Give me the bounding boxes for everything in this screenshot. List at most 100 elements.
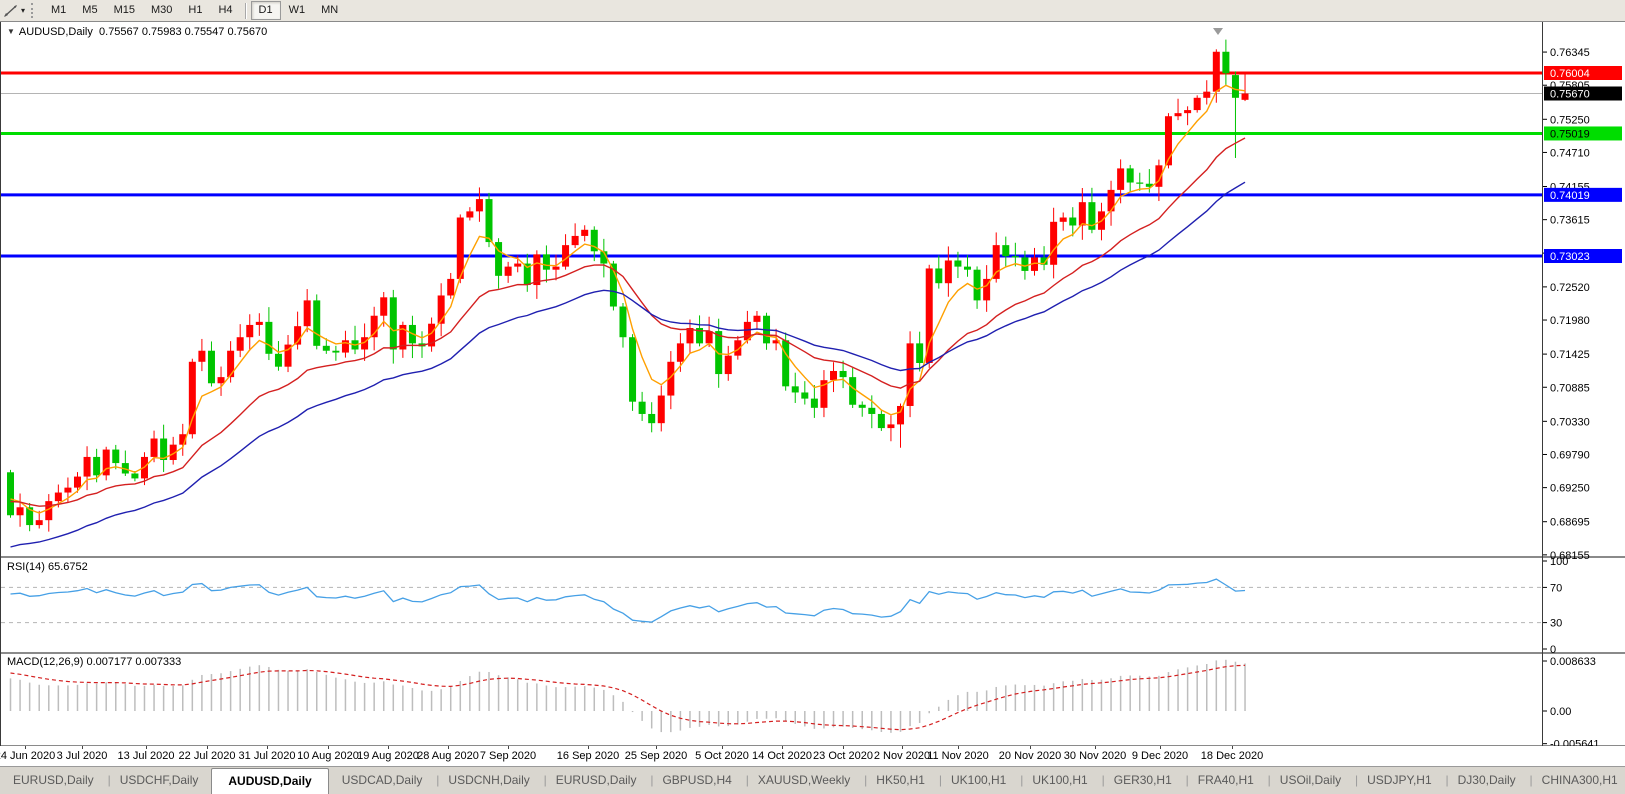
- chart-tab-eurusd-daily[interactable]: EURUSD,Daily: [0, 767, 110, 794]
- time-axis-tick: [1232, 746, 1233, 749]
- time-axis-label: 28 Aug 2020: [417, 750, 479, 762]
- chart-tab-fra40-h1[interactable]: FRA40,H1: [1185, 767, 1271, 794]
- time-axis-tick: [388, 746, 389, 749]
- chart-tab-dj30-daily[interactable]: DJ30,Daily: [1445, 767, 1533, 794]
- timeframe-button-h1[interactable]: H1: [188, 4, 203, 16]
- svg-text:0.73023: 0.73023: [1550, 251, 1590, 263]
- timeframe-button-d1[interactable]: D1: [250, 1, 281, 20]
- svg-text:0.72520: 0.72520: [1550, 282, 1590, 294]
- chart-title-symbol: AUDUSD,Daily: [18, 26, 93, 38]
- time-axis-label: 31 Jul 2020: [238, 750, 296, 762]
- line-tool-dropdown-caret[interactable]: ▾: [21, 6, 26, 15]
- svg-text:0.00: 0.00: [1550, 706, 1571, 718]
- svg-text:-0.005641: -0.005641: [1550, 739, 1600, 746]
- svg-text:0.74019: 0.74019: [1550, 190, 1590, 202]
- toolbar-grip[interactable]: [31, 3, 37, 18]
- timeframe-button-group: M1 M5 M15 M30 H1 H4 D1 W1 MN: [43, 1, 346, 20]
- svg-text:70: 70: [1550, 582, 1562, 594]
- time-axis-label: 7 Sep 2020: [479, 750, 537, 762]
- time-axis-label: 2 Nov 2020: [873, 750, 931, 762]
- rsi-indicator-label: RSI(14) 65.6752: [7, 561, 88, 573]
- time-axis-label: 5 Oct 2020: [695, 750, 749, 762]
- time-axis-tick: [1160, 746, 1161, 749]
- time-axis-label: 14 Oct 2020: [752, 750, 812, 762]
- svg-text:0.68695: 0.68695: [1550, 517, 1590, 529]
- svg-text:0.74710: 0.74710: [1550, 147, 1590, 159]
- chart-tab-china300-h1[interactable]: CHINA300,H1: [1529, 767, 1625, 794]
- chart-tab-usdjpy-h1[interactable]: USDJPY,H1: [1354, 767, 1449, 794]
- time-axis-tick: [902, 746, 903, 749]
- time-axis-label: 22 Jul 2020: [178, 750, 236, 762]
- chart-canvas[interactable]: 0.76345 0.75805 0.75250 0.74710 0.74155 0.736…: [0, 22, 1625, 746]
- time-axis-label: 30 Nov 2020: [1063, 750, 1127, 762]
- time-axis-label: 9 Dec 2020: [1131, 750, 1189, 762]
- chart-tab-usdcad-daily[interactable]: USDCAD,Daily: [329, 767, 439, 794]
- time-axis-tick: [207, 746, 208, 749]
- chart-svg: 0.763450.758050.752500.747100.741550.736…: [1, 22, 1625, 746]
- chart-tab-usdcnh-daily[interactable]: USDCNH,Daily: [435, 767, 547, 794]
- chart-collapse-icon[interactable]: ▼: [7, 27, 15, 36]
- timeframe-button-m1[interactable]: M1: [51, 4, 67, 16]
- svg-text:0.70330: 0.70330: [1550, 416, 1590, 428]
- svg-text:0.73615: 0.73615: [1550, 215, 1590, 227]
- time-axis-tick: [1095, 746, 1096, 749]
- time-axis-label: 13 Jul 2020: [117, 750, 175, 762]
- svg-text:0.76345: 0.76345: [1550, 47, 1590, 59]
- time-axis-tick: [1030, 746, 1031, 749]
- chart-tab-gbpusd-h4[interactable]: GBPUSD,H4: [649, 767, 749, 794]
- timeframe-button-h4[interactable]: H4: [218, 4, 233, 16]
- line-tool-icon[interactable]: [2, 3, 20, 18]
- time-axis-label: 24 Jun 2020: [0, 750, 56, 762]
- svg-text:0.68155: 0.68155: [1550, 550, 1590, 562]
- top-toolbar: ▾ M1 M5 M15 M30 H1 H4 D1 W1 MN: [0, 0, 1625, 22]
- svg-text:0.69790: 0.69790: [1550, 449, 1590, 461]
- chart-tab-xauusd-weekly[interactable]: XAUUSD,Weekly: [745, 767, 868, 794]
- chart-tab-uk100-h1[interactable]: UK100,H1: [938, 767, 1024, 794]
- svg-text:0: 0: [1550, 644, 1556, 656]
- time-axis[interactable]: 24 Jun 2020 3 Jul 2020 13 Jul 2020 22 Jul 2…: [0, 746, 1625, 766]
- chart-tab-bar: EURUSD,DailyUSDCHF,DailyAUDUSD,DailyUSDC…: [0, 766, 1625, 794]
- time-axis-tick: [25, 746, 26, 749]
- chart-tab-ger30-h1[interactable]: GER30,H1: [1101, 767, 1189, 794]
- time-axis-tick: [82, 746, 83, 749]
- svg-text:0.76004: 0.76004: [1550, 68, 1590, 80]
- svg-text:0.75250: 0.75250: [1550, 114, 1590, 126]
- toolbar-separator: [244, 2, 247, 19]
- timeframe-button-m5[interactable]: M5: [82, 4, 98, 16]
- svg-text:0.71980: 0.71980: [1550, 315, 1590, 327]
- time-axis-tick: [267, 746, 268, 749]
- timeframe-button-m15[interactable]: M15: [113, 4, 135, 16]
- svg-text:0.71425: 0.71425: [1550, 349, 1590, 361]
- chart-tab-hk50-h1[interactable]: HK50,H1: [863, 767, 941, 794]
- time-axis-label: 18 Dec 2020: [1200, 750, 1264, 762]
- chart-tab-uk100-h1[interactable]: UK100,H1: [1019, 767, 1105, 794]
- time-axis-label: 23 Oct 2020: [813, 750, 873, 762]
- chart-tab-eurusd-daily[interactable]: EURUSD,Daily: [543, 767, 653, 794]
- time-axis-tick: [958, 746, 959, 749]
- macd-indicator-label: MACD(12,26,9) 0.007177 0.007333: [7, 656, 182, 668]
- svg-text:0.75670: 0.75670: [1550, 89, 1590, 101]
- chart-title: ▼ AUDUSD,Daily 0.75567 0.75983 0.75547 0.…: [7, 26, 267, 38]
- time-axis-tick: [782, 746, 783, 749]
- svg-text:0.75019: 0.75019: [1550, 128, 1590, 140]
- time-axis-tick: [448, 746, 449, 749]
- chart-tab-usoil-daily[interactable]: USOil,Daily: [1267, 767, 1359, 794]
- svg-text:0.70885: 0.70885: [1550, 382, 1590, 394]
- timeframe-button-mn[interactable]: MN: [321, 4, 339, 16]
- timeframe-button-w1[interactable]: W1: [288, 4, 306, 16]
- svg-text:0.69250: 0.69250: [1550, 483, 1590, 495]
- time-axis-tick: [588, 746, 589, 749]
- time-axis-label: 25 Sep 2020: [624, 750, 688, 762]
- chart-tab-usdchf-daily[interactable]: USDCHF,Daily: [107, 767, 215, 794]
- chart-title-ohlc: 0.75567 0.75983 0.75547 0.75670: [99, 26, 268, 38]
- time-axis-label: 11 Nov 2020: [927, 750, 989, 762]
- svg-text:30: 30: [1550, 618, 1562, 630]
- time-axis-label: 16 Sep 2020: [556, 750, 620, 762]
- time-axis-tick: [722, 746, 723, 749]
- chart-tab-audusd-daily[interactable]: AUDUSD,Daily: [211, 768, 329, 794]
- time-axis-label: 10 Aug 2020: [297, 750, 359, 762]
- timeframe-button-m30[interactable]: M30: [150, 4, 173, 16]
- time-axis-tick: [508, 746, 509, 749]
- time-axis-tick: [146, 746, 147, 749]
